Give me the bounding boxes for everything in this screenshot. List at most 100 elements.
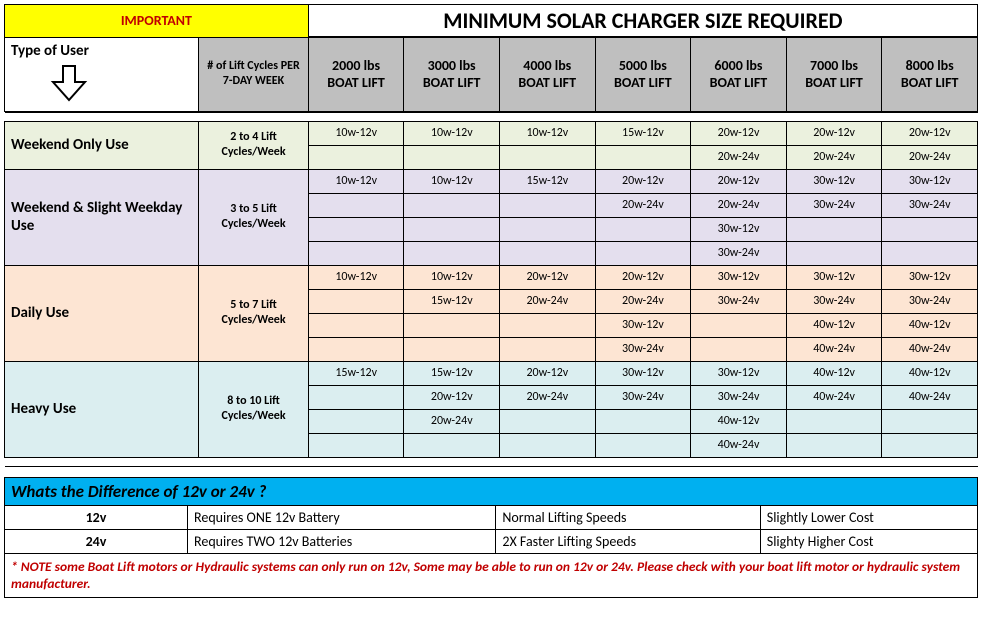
charger-value: 40w-12v [882, 313, 978, 337]
charger-value: 20w-12v [500, 265, 596, 289]
charger-value: 30w-12v [882, 265, 978, 289]
col-head-5000: 5000 lbsBOAT LIFT [595, 37, 691, 111]
charger-value: 15w-12v [595, 121, 691, 145]
info-row-24v: 24v Requires TWO 12v Batteries 2X Faster… [5, 529, 978, 553]
charger-value: 30w-12v [595, 313, 691, 337]
section-label-slight: Weekend & Slight Weekday Use [5, 169, 199, 265]
charger-value: 30w-12v [691, 265, 787, 289]
charger-value [500, 241, 596, 265]
charger-value [595, 433, 691, 457]
charger-value: 30w-24v [786, 289, 882, 313]
charger-value: 20w-12v [595, 169, 691, 193]
charger-value [404, 433, 500, 457]
charger-value: 40w-12v [786, 361, 882, 385]
charger-value [404, 193, 500, 217]
type-of-user-label: Type of User [11, 42, 89, 60]
section-cycles-weekend: 2 to 4 Lift Cycles/Week [199, 121, 309, 169]
charger-value [691, 313, 787, 337]
page-title: MINIMUM SOLAR CHARGER SIZE REQUIRED [308, 5, 977, 38]
header-table: IMPORTANT MINIMUM SOLAR CHARGER SIZE REQ… [4, 4, 978, 112]
col-head-4000: 4000 lbsBOAT LIFT [499, 37, 595, 111]
section-cycles-slight: 3 to 5 Lift Cycles/Week [199, 169, 309, 265]
charger-value [500, 217, 596, 241]
section-label-weekend: Weekend Only Use [5, 121, 199, 169]
charger-value [786, 433, 882, 457]
charger-value: 15w-12v [500, 169, 596, 193]
charger-value [786, 217, 882, 241]
table-row: Weekend Only Use2 to 4 Lift Cycles/Week1… [5, 121, 978, 145]
charger-value: 10w-12v [404, 265, 500, 289]
col-head-6000: 6000 lbsBOAT LIFT [691, 37, 787, 111]
section-cycles-heavy: 8 to 10 Lift Cycles/Week [199, 361, 309, 457]
charger-value: 20w-24v [500, 289, 596, 313]
charger-value: 30w-12v [595, 361, 691, 385]
col-head-7000: 7000 lbsBOAT LIFT [786, 37, 882, 111]
volt-label-12v: 12v [5, 505, 188, 529]
charger-value [308, 193, 404, 217]
charger-value [500, 337, 596, 361]
charger-value: 20w-12v [882, 121, 978, 145]
speed-24v: 2X Faster Lifting Speeds [496, 529, 760, 553]
charger-value: 10w-12v [308, 265, 404, 289]
charger-value: 40w-12v [786, 313, 882, 337]
charger-value: 20w-24v [500, 385, 596, 409]
charger-value: 20w-12v [595, 265, 691, 289]
charger-value: 20w-24v [786, 145, 882, 169]
charger-value: 20w-12v [404, 385, 500, 409]
charger-value: 40w-12v [882, 361, 978, 385]
charger-value: 40w-24v [786, 337, 882, 361]
cost-24v: Slighty Higher Cost [760, 529, 977, 553]
charger-value: 40w-24v [882, 385, 978, 409]
charger-value: 20w-12v [786, 121, 882, 145]
charger-value: 20w-24v [595, 289, 691, 313]
important-badge: IMPORTANT [5, 5, 309, 38]
charger-value [308, 217, 404, 241]
cost-12v: Slightly Lower Cost [760, 505, 977, 529]
charger-value: 30w-12v [691, 217, 787, 241]
table-row: Heavy Use8 to 10 Lift Cycles/Week15w-12v… [5, 361, 978, 385]
charger-value [595, 409, 691, 433]
charger-value: 40w-24v [882, 337, 978, 361]
charger-value [500, 145, 596, 169]
charger-value: 20w-24v [691, 193, 787, 217]
section-label-daily: Daily Use [5, 265, 199, 361]
charger-value: 40w-24v [786, 385, 882, 409]
charger-value [404, 313, 500, 337]
charger-value: 20w-24v [882, 145, 978, 169]
charger-value [882, 409, 978, 433]
charger-value: 30w-12v [882, 169, 978, 193]
charger-value [500, 409, 596, 433]
charger-value: 30w-24v [882, 289, 978, 313]
type-of-user-header: Type of User [5, 37, 199, 111]
section-label-heavy: Heavy Use [5, 361, 199, 457]
charger-value [691, 337, 787, 361]
charger-value [308, 241, 404, 265]
charger-value [308, 145, 404, 169]
charger-value: 20w-24v [595, 193, 691, 217]
info-row-12v: 12v Requires ONE 12v Battery Normal Lift… [5, 505, 978, 529]
arrow-down-icon [49, 64, 89, 107]
charger-value: 10w-12v [308, 169, 404, 193]
footnote: * NOTE some Boat Lift motors or Hydrauli… [5, 553, 978, 597]
charger-value [882, 241, 978, 265]
charger-value [500, 433, 596, 457]
charger-value [308, 289, 404, 313]
charger-value: 30w-12v [786, 265, 882, 289]
charger-value: 15w-12v [404, 361, 500, 385]
charger-value [500, 313, 596, 337]
charger-value [595, 217, 691, 241]
info-heading: Whats the Difference of 12v or 24v ? [5, 477, 978, 505]
charger-value: 20w-12v [691, 121, 787, 145]
charger-value [308, 433, 404, 457]
charger-value: 30w-24v [691, 289, 787, 313]
charger-value: 20w-24v [404, 409, 500, 433]
volt-label-24v: 24v [5, 529, 188, 553]
charger-value [308, 337, 404, 361]
charger-value: 30w-24v [595, 385, 691, 409]
charger-size-table: Weekend Only Use2 to 4 Lift Cycles/Week1… [4, 112, 978, 467]
charger-value: 20w-12v [500, 361, 596, 385]
speed-12v: Normal Lifting Speeds [496, 505, 760, 529]
charger-value [786, 409, 882, 433]
section-cycles-daily: 5 to 7 Lift Cycles/Week [199, 265, 309, 361]
charger-value: 15w-12v [308, 361, 404, 385]
